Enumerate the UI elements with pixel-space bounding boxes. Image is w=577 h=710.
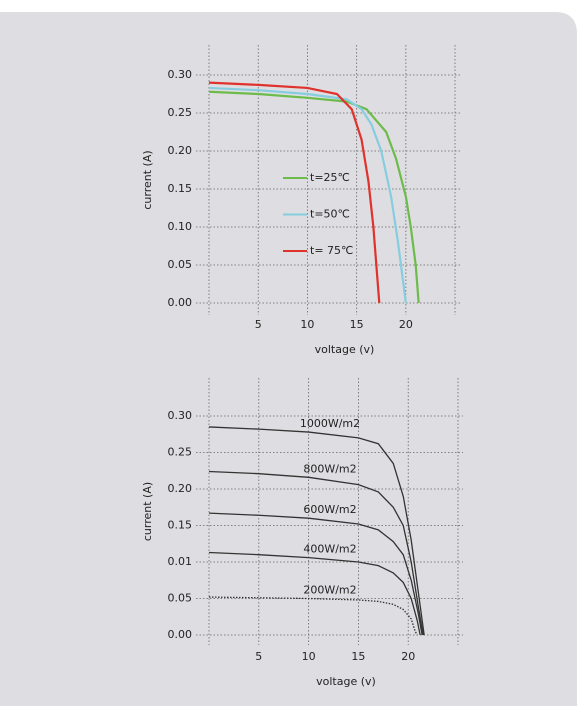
y-tick-label: 0.00	[168, 628, 193, 641]
x-tick-label: 5	[255, 650, 262, 663]
series-label: 200W/m2	[303, 584, 356, 597]
y-tick-label: 0.10	[168, 220, 193, 233]
series-label: 800W/m2	[303, 462, 356, 475]
x-tick-label: 5	[255, 318, 262, 331]
series-line	[208, 86, 407, 304]
x-axis-label: voltage (v)	[316, 675, 376, 688]
y-tick-label: 0.25	[168, 106, 193, 119]
legend-label: t= 75℃	[310, 244, 353, 257]
series-line	[208, 596, 418, 636]
y-tick-label: 0.15	[168, 182, 193, 195]
series-line	[208, 512, 423, 636]
x-tick-label: 15	[351, 650, 365, 663]
x-tick-label: 15	[350, 318, 364, 331]
y-tick-label: 0.00	[168, 296, 193, 309]
y-tick-label: 0.05	[168, 592, 193, 605]
y-tick-label: 0.30	[168, 409, 193, 422]
y-tick-label: 0.20	[168, 144, 193, 157]
series-line	[208, 81, 381, 304]
series-line	[208, 470, 424, 636]
x-tick-label: 10	[300, 318, 314, 331]
y-tick-label: 0.01	[168, 555, 193, 568]
series-label: 1000W/m2	[300, 417, 360, 430]
legend-label: t=25℃	[310, 171, 350, 184]
x-tick-label: 10	[302, 650, 316, 663]
series-label: 400W/m2	[303, 543, 356, 556]
y-tick-label: 0.15	[168, 519, 193, 532]
series-line	[208, 90, 420, 304]
y-axis-label: current (A)	[141, 150, 154, 209]
x-axis-label: voltage (v)	[315, 343, 375, 356]
y-tick-label: 0.25	[168, 446, 193, 459]
y-tick-label: 0.20	[168, 482, 193, 495]
y-axis-label: current (A)	[141, 482, 154, 541]
legend-label: t=50℃	[310, 208, 350, 221]
series-line	[208, 551, 421, 636]
series-label: 600W/m2	[303, 503, 356, 516]
x-tick-label: 20	[401, 650, 415, 663]
panel	[0, 12, 577, 706]
x-tick-label: 20	[399, 318, 413, 331]
series-line	[208, 426, 425, 636]
y-tick-label: 0.30	[168, 68, 193, 81]
y-tick-label: 0.05	[168, 258, 193, 271]
